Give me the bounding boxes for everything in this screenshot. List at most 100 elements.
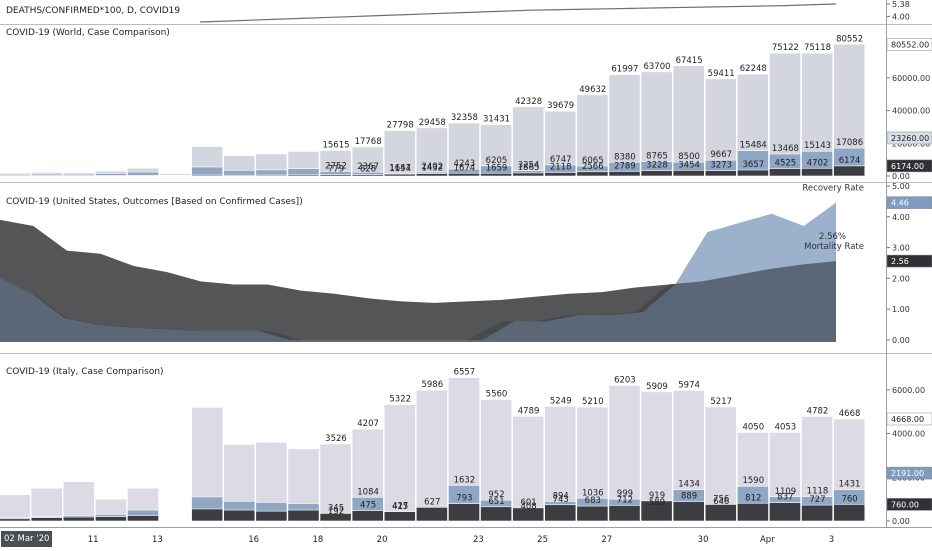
deaths-bar <box>288 175 319 176</box>
axis-label: 5.38 <box>892 0 910 9</box>
confirmed-value-label: 4207 <box>357 419 379 429</box>
confirmed-value-label: 31431 <box>483 115 510 125</box>
deaths-bar <box>769 169 800 176</box>
deaths-bar <box>352 511 383 521</box>
confirmed-value-label: 59411 <box>708 69 735 79</box>
deaths-value-label: 919 <box>649 491 665 501</box>
annotation-label: Mortality Rate <box>804 242 864 252</box>
axis-label: 3.00 <box>892 244 910 253</box>
deaths-bar <box>802 505 833 521</box>
confirmed-value-label: 49632 <box>579 85 606 95</box>
confirmed-value-label: 6203 <box>614 375 636 385</box>
deaths-bar <box>545 505 576 521</box>
time-axis-label: Apr <box>760 535 775 545</box>
confirmed-value-label: 32358 <box>451 113 478 123</box>
confirmed-value-label: 63700 <box>643 62 670 72</box>
deaths-value-label: 3273 <box>710 161 732 171</box>
last-value-text: 2191.00 <box>891 469 924 478</box>
confirmed-value-label: 5909 <box>646 382 668 392</box>
axis-label: 0.00 <box>892 336 910 345</box>
top-pane-title: DEATHS/CONFIRMED*100, D, COVID19 <box>6 6 180 16</box>
deaths-value-label: 3228 <box>646 161 668 171</box>
axis-label: 4.00 <box>892 213 910 222</box>
deaths-bar <box>641 171 672 176</box>
deaths-bar <box>802 168 833 176</box>
deaths-bar <box>448 173 479 176</box>
last-value-text: 760.00 <box>891 500 919 509</box>
last-value-text: 23260.00 <box>891 134 929 143</box>
deaths-value-label: 2789 <box>614 161 636 171</box>
recovered-bar <box>192 167 223 176</box>
recovered-value-label: 9667 <box>710 150 732 160</box>
price-axis-border <box>886 0 887 550</box>
current-date-label: 02 Mar '20 <box>1 531 52 547</box>
time-axis-label: 23 <box>473 535 484 545</box>
time-axis-label: 30 <box>698 535 709 545</box>
deaths-bar <box>737 170 768 176</box>
confirmed-value-label: 5560 <box>486 389 508 399</box>
deaths-value-label: 779 <box>328 165 344 175</box>
last-value-text: 4.46 <box>891 199 909 208</box>
confirmed-value-label: 61997 <box>611 65 638 75</box>
axis-label: 60000.00 <box>892 74 930 83</box>
confirmed-value-label: 5210 <box>582 397 604 407</box>
recovered-value-label: 1434 <box>678 480 700 490</box>
time-axis-label: 11 <box>88 535 99 545</box>
deaths-bar <box>127 175 158 176</box>
mortality-ratio-pane[interactable]: DEATHS/CONFIRMED*100, D, COVID19 <box>0 0 886 24</box>
axis-label: 6000.00 <box>892 386 925 395</box>
deaths-bar <box>609 171 640 176</box>
confirmed-value-label: 5974 <box>678 380 700 390</box>
confirmed-value-label: 4053 <box>775 422 797 432</box>
time-axis[interactable] <box>0 527 932 551</box>
recovered-value-label: 13468 <box>772 144 799 154</box>
deaths-bar <box>352 175 383 176</box>
deaths-bar <box>224 175 255 176</box>
deaths-bar <box>609 505 640 521</box>
deaths-bar <box>737 503 768 521</box>
price-axis[interactable]: 5.384.0080000.0060000.0040000.0020000.00… <box>886 0 932 527</box>
deaths-value-label: 889 <box>681 492 697 502</box>
confirmed-value-label: 4050 <box>742 422 764 432</box>
axis-label: 0.00 <box>892 517 910 526</box>
deaths-value-label: 793 <box>456 494 472 504</box>
deaths-bar <box>673 502 704 521</box>
mortality-ratio-line <box>200 4 836 22</box>
deaths-value-label: 727 <box>809 495 825 505</box>
recovered-value-label: 1632 <box>454 475 476 485</box>
deaths-value-label: 427 <box>392 502 408 512</box>
deaths-bar <box>513 173 544 176</box>
confirmed-value-label: 17768 <box>355 137 382 147</box>
deaths-bar <box>31 518 62 521</box>
deaths-value-label: 4525 <box>775 159 797 169</box>
axis-label: 5.00 <box>892 182 910 191</box>
confirmed-bar <box>63 482 94 521</box>
deaths-value-label: 1674 <box>454 163 476 173</box>
deaths-value-label: 601 <box>520 498 536 508</box>
deaths-bar <box>224 510 255 521</box>
axis-label: 2.00 <box>892 274 910 283</box>
deaths-bar <box>256 175 287 176</box>
deaths-value-label: 837 <box>777 493 793 503</box>
us-pane-title: COVID-19 (United States, Outcomes [Based… <box>6 197 303 207</box>
confirmed-value-label: 75118 <box>804 43 831 53</box>
deaths-value-label: 712 <box>617 495 633 505</box>
deaths-bar <box>384 174 415 176</box>
axis-label: 0.00 <box>892 172 910 181</box>
confirmed-value-label: 27798 <box>387 121 414 131</box>
deaths-value-label: 683 <box>585 496 601 506</box>
confirmed-value-label: 5322 <box>389 395 411 405</box>
deaths-value-label: 756 <box>713 494 729 504</box>
deaths-bar <box>448 504 479 521</box>
deaths-bar <box>769 503 800 521</box>
deaths-bar <box>384 512 415 521</box>
recovered-value-label: 1590 <box>742 476 764 486</box>
deaths-value-label: 1432 <box>421 164 443 174</box>
confirmed-value-label: 5986 <box>421 380 443 390</box>
deaths-bar <box>192 175 223 176</box>
deaths-value-label: 760 <box>841 494 857 504</box>
